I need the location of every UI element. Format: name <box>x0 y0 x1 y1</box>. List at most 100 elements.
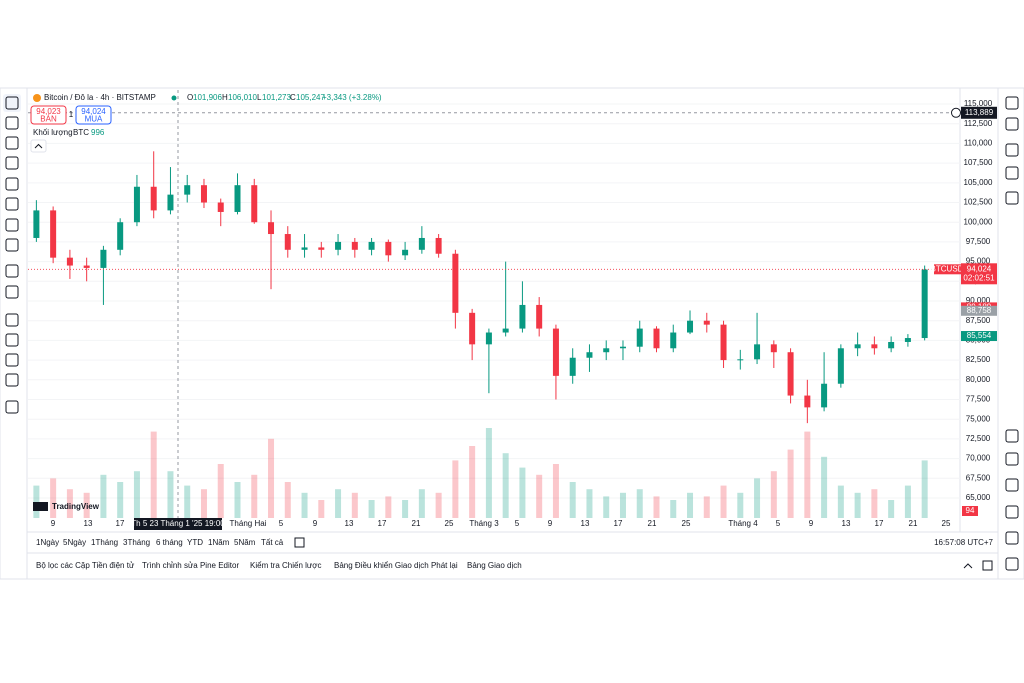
side-button[interactable] <box>1005 191 1019 205</box>
side-button[interactable] <box>1005 96 1019 110</box>
y-tick-label: 97,500 <box>966 237 991 246</box>
candle-body <box>720 324 727 361</box>
panel-tab[interactable]: Kiểm tra Chiến lược <box>250 561 322 570</box>
volume-bar <box>83 492 90 518</box>
tool-button[interactable] <box>5 218 19 232</box>
panel-tab[interactable]: Bảng Giao dịch <box>467 561 522 570</box>
volume-bar <box>821 456 828 518</box>
tool-button[interactable] <box>5 373 19 387</box>
collapse-icon <box>34 143 43 149</box>
range-button[interactable]: YTD <box>187 538 203 547</box>
volume-bar <box>603 496 610 518</box>
range-button[interactable]: 6 tháng <box>156 538 183 547</box>
range-button[interactable]: 1Năm <box>208 538 230 547</box>
tool-button[interactable] <box>5 333 19 347</box>
date-range-button[interactable] <box>294 537 305 548</box>
buy-button[interactable] <box>75 105 112 125</box>
candle-body <box>66 257 73 266</box>
side-button[interactable] <box>1005 117 1019 131</box>
tool-button[interactable] <box>5 96 19 110</box>
volume-bar <box>133 471 140 518</box>
candle-body <box>318 247 325 250</box>
y-tick-label: 72,500 <box>966 434 991 443</box>
tool-button[interactable] <box>5 264 19 278</box>
side-button[interactable] <box>1005 557 1019 571</box>
candle-body <box>536 304 543 329</box>
tool-button[interactable] <box>5 156 19 170</box>
y-tick-label: 77,500 <box>966 395 991 404</box>
volume-bar <box>569 482 576 518</box>
range-button[interactable]: 1Ngày <box>36 538 59 547</box>
candle-body <box>854 344 861 349</box>
range-button[interactable]: 3Tháng <box>123 538 150 547</box>
collapse-panel[interactable] <box>963 563 973 569</box>
tool-button[interactable] <box>5 197 19 211</box>
volume-bar <box>100 474 107 518</box>
sell-button[interactable] <box>30 105 67 125</box>
y-tick-label: 87,500 <box>966 316 991 325</box>
tool-button[interactable] <box>5 313 19 327</box>
candle-body <box>837 348 844 384</box>
x-tick-label: 21 <box>909 519 918 528</box>
tool-button[interactable] <box>5 116 19 130</box>
symbol: Bitcoin / Đô la · 4h · BITSTAMP <box>44 93 156 102</box>
candle-body <box>33 210 40 238</box>
volume-bar <box>687 492 694 518</box>
side-button[interactable] <box>1005 143 1019 157</box>
panel-tab[interactable]: Bộ lọc các Cặp Tiền điện tử <box>36 561 135 570</box>
maximize-panel[interactable] <box>982 560 993 571</box>
range-button[interactable]: 1Tháng <box>91 538 118 547</box>
tool-button[interactable] <box>5 136 19 150</box>
collapse-button[interactable] <box>30 139 47 153</box>
spread: 1 <box>69 110 74 119</box>
volume-bar <box>586 489 593 518</box>
range-button[interactable]: 5Năm <box>234 538 256 547</box>
tool-button[interactable] <box>5 400 19 414</box>
price-label: 94,024 <box>967 264 992 273</box>
x-tick-label: 21 <box>412 519 421 528</box>
tool-button[interactable] <box>5 285 19 299</box>
symbol-icon <box>33 94 41 102</box>
candle-body <box>402 249 409 256</box>
range-button[interactable]: 5Ngày <box>63 538 86 547</box>
volume-bar <box>66 489 73 518</box>
side-button[interactable] <box>1005 429 1019 443</box>
tool-active-bg <box>3 94 21 112</box>
side-button[interactable] <box>1005 452 1019 466</box>
y-tick-label: 112,500 <box>964 119 993 128</box>
y-tick-label: 75,000 <box>966 414 991 423</box>
panel-tab[interactable]: Trình chỉnh sửa Pine Editor <box>142 561 239 570</box>
panel-tab[interactable]: Bảng Điều khiển Giao dịch Phát lại <box>334 561 458 570</box>
tool-button[interactable] <box>5 353 19 367</box>
volume-bar <box>502 453 509 518</box>
side-button[interactable] <box>1005 478 1019 492</box>
volume-bar <box>670 500 677 518</box>
price-label: 85,554 <box>967 331 992 340</box>
crosshair-time: Th 5 23 Tháng 1 '25 19:00 <box>131 519 225 528</box>
side-button[interactable] <box>1005 531 1019 545</box>
tool-button[interactable] <box>5 177 19 191</box>
side-button[interactable] <box>1005 505 1019 519</box>
symbol-tag-box <box>934 264 961 275</box>
add-alert-button[interactable] <box>951 107 961 118</box>
buy-label: MUA <box>85 115 103 124</box>
y-tick-label: 80,000 <box>966 375 991 384</box>
range-button[interactable]: Tất cả <box>261 538 284 547</box>
ohlc-key: O <box>187 93 193 102</box>
side-button[interactable] <box>1005 166 1019 180</box>
volume-bar <box>452 460 459 518</box>
volume-bar <box>787 449 794 518</box>
candle-body <box>335 241 342 250</box>
candle-body <box>603 348 610 353</box>
countdown: 02:02:51 <box>963 273 995 282</box>
candle-body <box>787 352 794 396</box>
volume-bar <box>904 485 911 518</box>
sell-label: BÁN <box>40 115 57 124</box>
tool-button[interactable] <box>5 238 19 252</box>
price-box <box>961 305 997 316</box>
y-tick-label: 95,000 <box>966 257 991 266</box>
volume-bar <box>385 496 392 518</box>
candle-body <box>435 237 442 254</box>
